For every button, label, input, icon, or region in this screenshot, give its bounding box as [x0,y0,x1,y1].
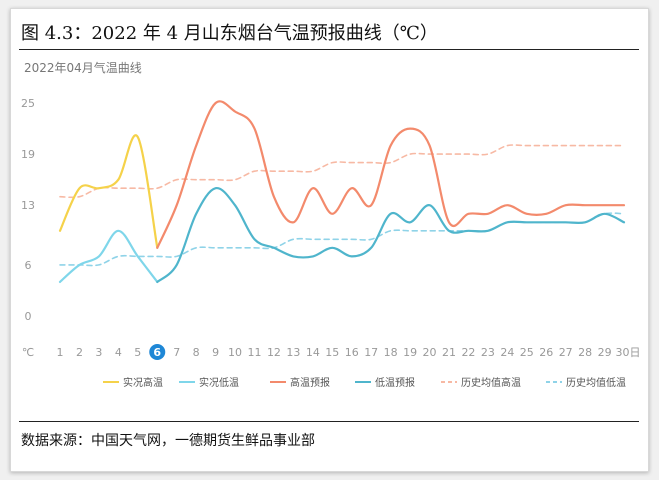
bottom-rule [19,421,639,422]
legend-label: 实况低温 [199,376,239,389]
series-forecast-low-line [156,187,626,283]
today-marker [149,344,166,360]
chart-title: 2022年04月气温曲线 [24,60,142,75]
legend-label: 低温预报 [375,376,415,389]
x-tick-label: 25 [520,346,534,359]
x-tick-label: 3 [95,346,102,359]
top-rule [19,49,639,50]
x-tick-label: 21 [442,346,456,359]
series-actual-low-line [58,229,159,283]
x-tick-label: 30日 [616,346,641,359]
figure-title: 图 4.3：2022 年 4 月山东烟台气温预报曲线（℃） [21,23,438,44]
x-tick-label-today: 6 [153,346,161,359]
x-tick-label: 18 [384,346,398,359]
x-tick-label: 16 [345,346,359,359]
x-tick-label: 29 [598,346,612,359]
series-forecast-high-line [156,100,626,249]
x-tick-label: 19 [403,346,417,359]
legend-label: 历史均值低温 [566,376,626,389]
x-tick-label: 8 [193,346,200,359]
x-tick-label: 5 [134,346,141,359]
x-tick-label: 23 [481,346,495,359]
x-tick-label: 24 [500,346,514,359]
x-tick-label: 20 [423,346,437,359]
legend-label: 历史均值高温 [461,376,521,389]
series-hist-high-line [59,144,625,199]
x-tick-label: 27 [559,346,573,359]
figure-source: 数据来源：中国天气网，一德期货生鲜品事业部 [21,433,315,449]
y-tick-label: 25 [21,97,35,110]
x-tick-label: 22 [461,346,475,359]
y-tick-label: 19 [21,148,35,161]
x-tick-label: 10 [228,346,242,359]
x-tick-label: 17 [364,346,378,359]
x-tick-label: 14 [306,346,320,359]
x-tick-label: 28 [578,346,592,359]
y-tick-label: 6 [25,259,32,272]
y-tick-label: 0 [25,310,32,323]
series-actual-high-line [58,134,159,249]
x-tick-label: 15 [325,346,339,359]
x-tick-label: 11 [248,346,262,359]
x-tick-label: 9 [212,346,219,359]
legend-label: 实况高温 [123,376,163,389]
x-tick-label: 2 [76,346,83,359]
y-unit-label: ℃ [22,346,34,359]
series-hist-low-line [59,212,625,267]
x-tick-label: 4 [115,346,122,359]
figure-card: 图 4.3：2022 年 4 月山东烟台气温预报曲线（℃） 数据来源：中国天气网… [10,8,649,472]
x-tick-label: 26 [539,346,553,359]
y-tick-label: 13 [21,199,35,212]
legend-label: 高温预报 [290,376,330,389]
x-tick-label: 12 [267,346,281,359]
x-tick-label: 7 [173,346,180,359]
x-tick-label: 1 [57,346,64,359]
x-tick-label: 13 [286,346,300,359]
